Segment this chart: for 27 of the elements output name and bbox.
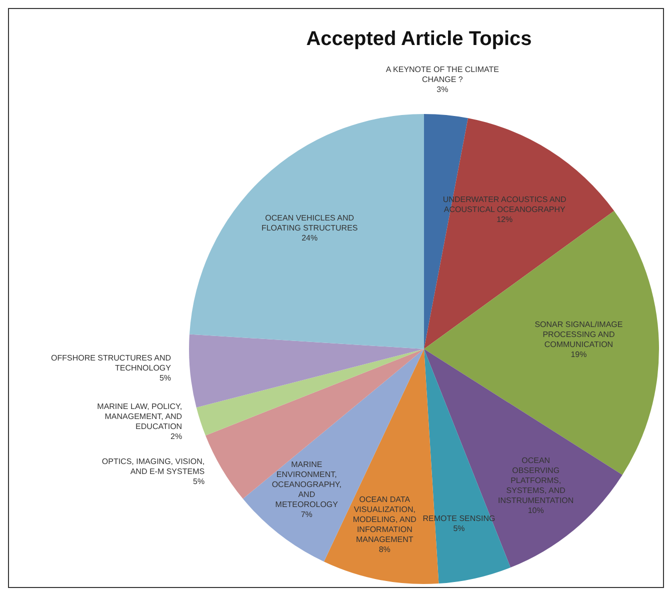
data-label: 8% <box>378 545 390 554</box>
slice-label: OCEAN VEHICLES AND FLOATING STRUCTURES <box>261 214 358 233</box>
pie-slice <box>189 334 424 408</box>
slice-label: OCEAN DATA VISUALIZATION, MODELING, AND INFORMATION MANAGEMENT <box>352 495 417 544</box>
pie-slice <box>242 349 424 562</box>
chart-title: Accepted Article Topics <box>306 28 532 50</box>
slice-label: MARINE LAW, POLICY, MANAGEMENT, AND EDUCATION <box>97 402 182 431</box>
slice-label: MARINE ENVIRONMENT, OCEANOGRAPHY, AND METEOROLOGY <box>272 460 342 509</box>
pie-slice <box>196 349 424 436</box>
data-label: 24% <box>302 234 318 243</box>
data-label: 5% <box>193 476 205 486</box>
slice-label: OCEAN OBSERVING PLATFORMS, SYSTEMS, AND INSTRUMENTATION <box>498 456 574 506</box>
slice-label: OFFSHORE STRUCTURES AND TECHNOLOGY <box>50 353 172 372</box>
data-label: 7% <box>300 510 312 519</box>
data-label: 5% <box>159 373 172 382</box>
slice-label: OPTICS, IMAGING, VISION, AND E-M SYSTEMS <box>102 456 205 476</box>
pie-slice <box>424 210 659 475</box>
data-label: 2% <box>170 432 182 441</box>
data-label: 3% <box>436 85 448 94</box>
slice-label: SONAR SIGNAL/IMAGE PROCESSING AND COMMUNICATION <box>534 320 623 349</box>
slice-label: A KEYNOTE OF THE CLIMATE CHANGE ? <box>386 65 499 84</box>
pie-slice <box>189 114 424 349</box>
data-label: 10% <box>528 506 544 516</box>
pie-slice <box>424 349 622 568</box>
data-label: 12% <box>496 215 513 224</box>
data-label: 5% <box>453 524 465 533</box>
data-label: 19% <box>570 350 587 359</box>
